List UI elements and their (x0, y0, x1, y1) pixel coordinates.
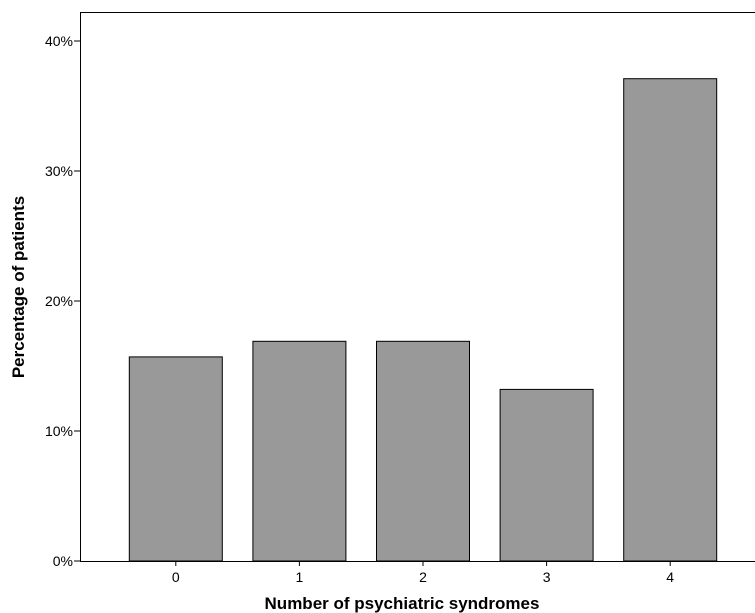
bar-2 (376, 340, 470, 562)
x-tick-label: 1 (296, 569, 304, 585)
bar-4 (623, 78, 718, 562)
y-tick-label: 40% (45, 33, 73, 49)
x-tick-label: 2 (419, 569, 427, 585)
y-tick-label: 10% (45, 423, 73, 439)
bar-3 (499, 388, 594, 562)
x-tick-label: 3 (543, 569, 551, 585)
x-tick-label: 0 (172, 569, 180, 585)
y-tick-label: 0% (53, 553, 73, 569)
x-axis-title: Number of psychiatric syndromes (265, 594, 540, 613)
y-axis-title: Percentage of patients (9, 196, 28, 378)
bar-1 (252, 340, 347, 562)
bar-0 (128, 356, 223, 562)
y-tick-label: 30% (45, 163, 73, 179)
x-tick-label: 4 (666, 569, 674, 585)
plot-frame (80, 12, 755, 562)
y-tick-label: 20% (45, 293, 73, 309)
